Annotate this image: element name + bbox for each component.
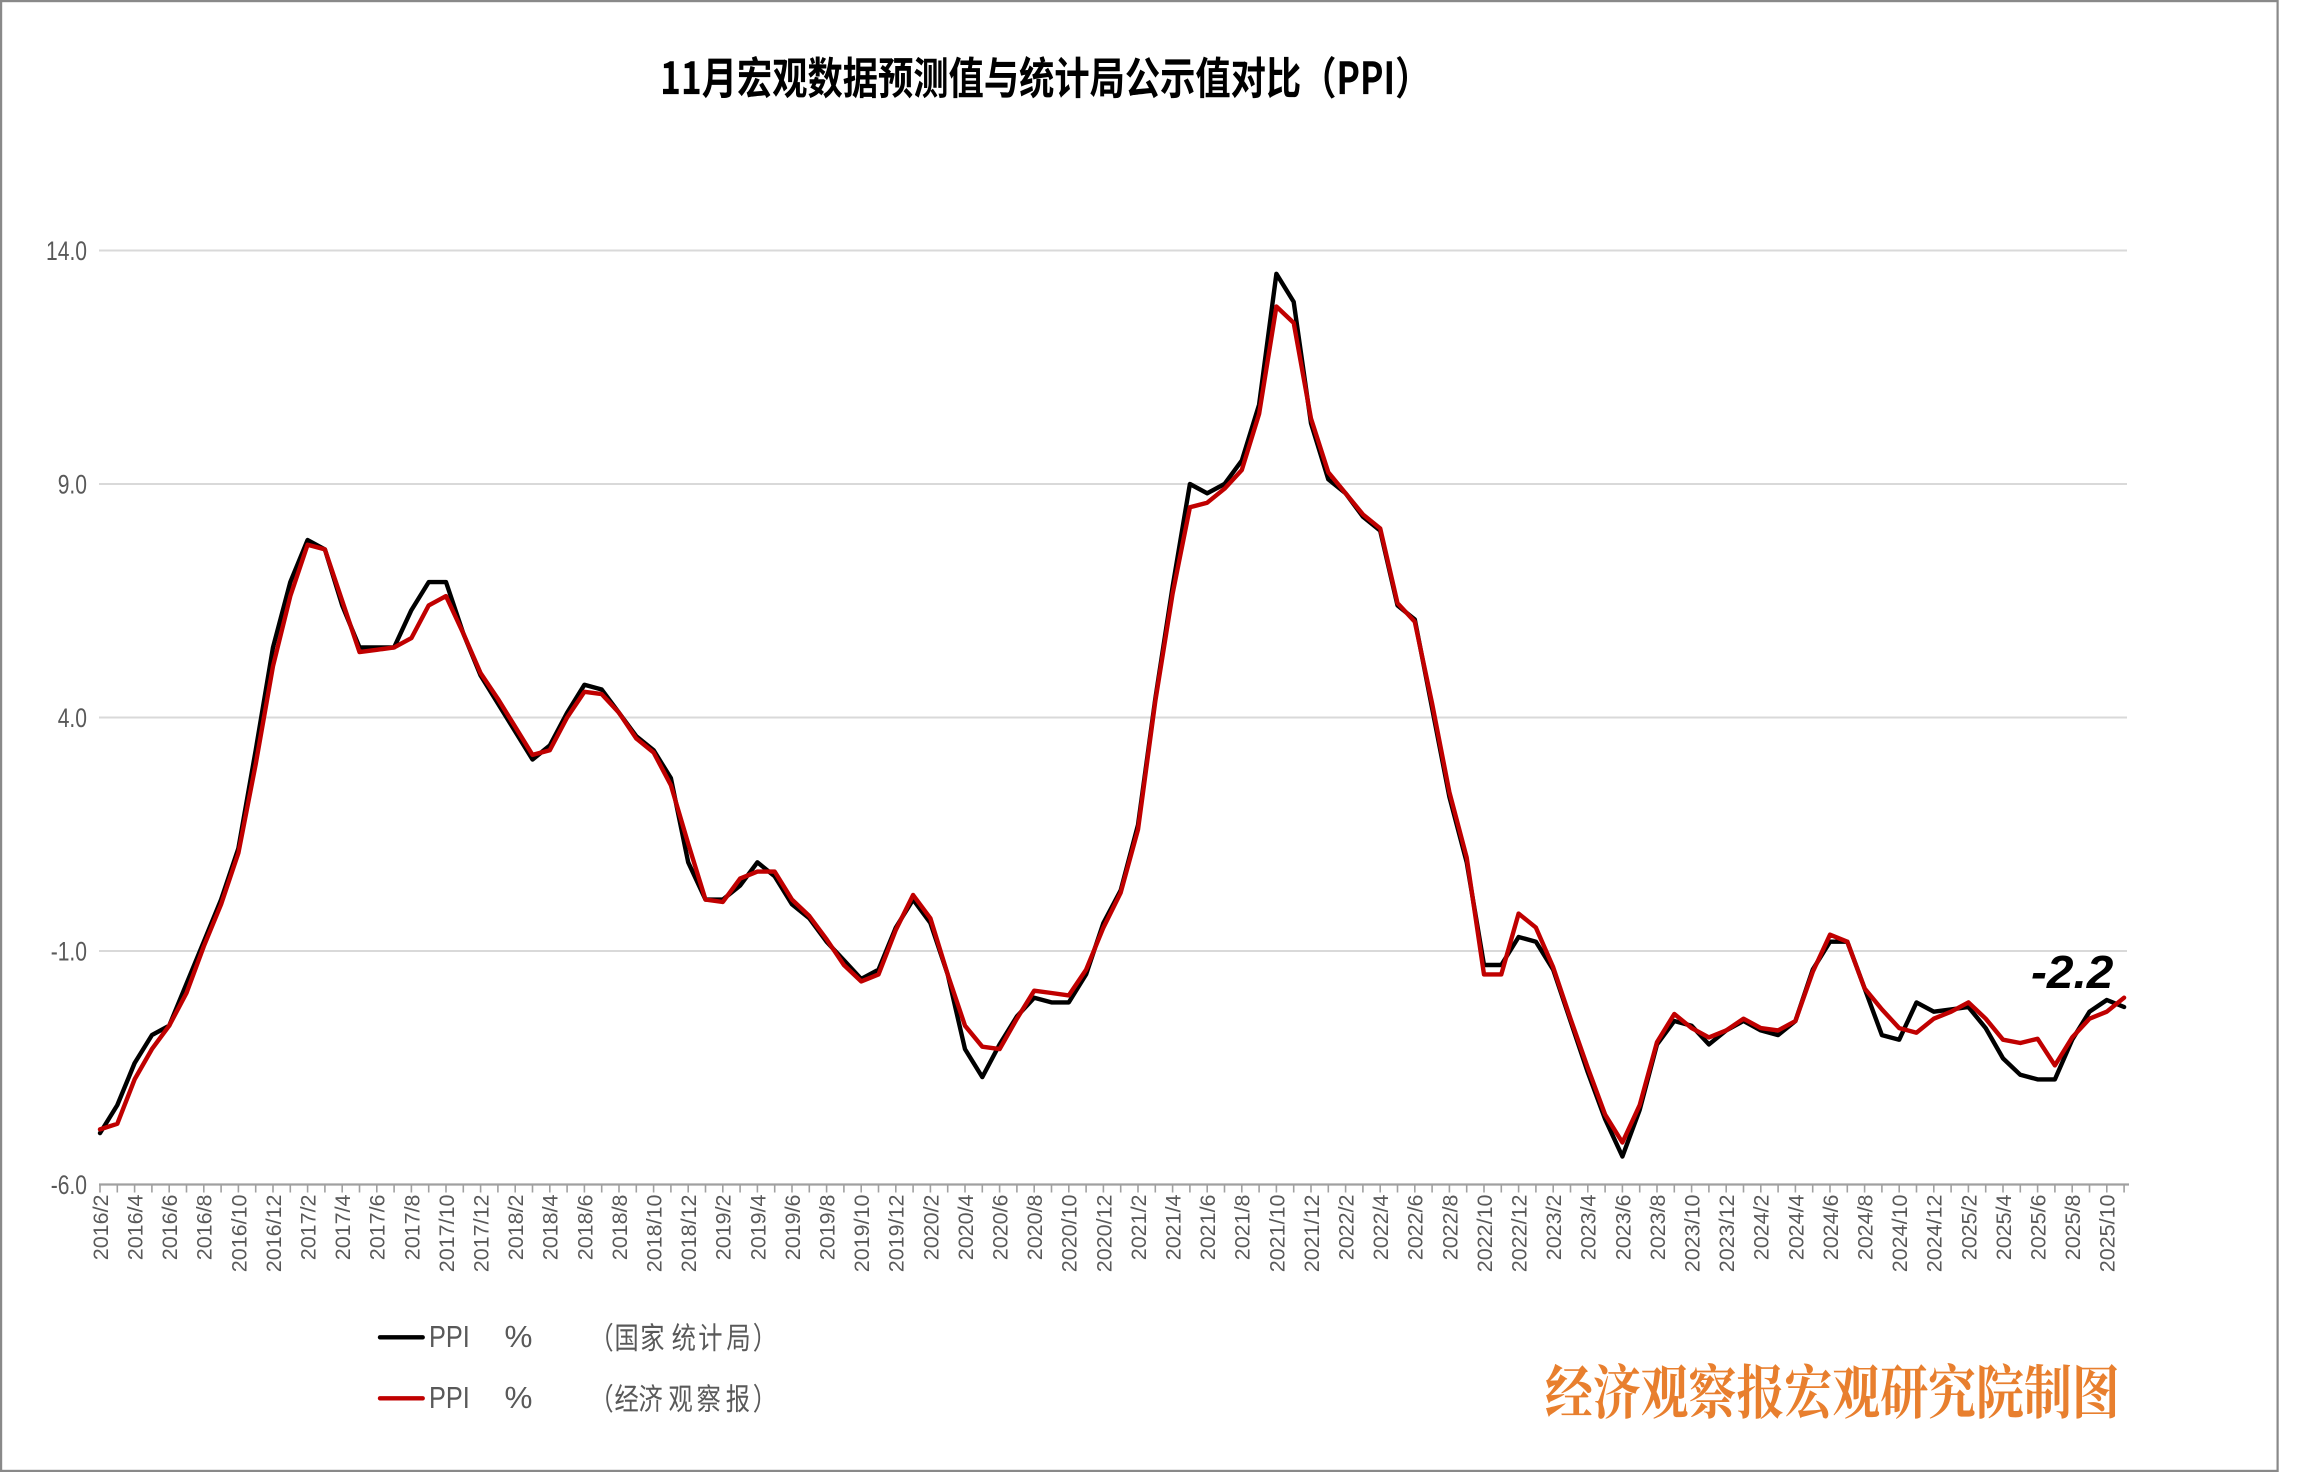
svg-text:2017/4: 2017/4 <box>331 1194 355 1260</box>
svg-text:2024/8: 2024/8 <box>1854 1194 1878 1260</box>
svg-text:2020/10: 2020/10 <box>1058 1194 1082 1272</box>
svg-text:2022/4: 2022/4 <box>1369 1194 1393 1260</box>
svg-text:2018/8: 2018/8 <box>608 1194 632 1260</box>
svg-text:%: % <box>505 1319 533 1353</box>
svg-text:-1.0: -1.0 <box>51 937 87 967</box>
svg-text:2018/12: 2018/12 <box>677 1195 701 1273</box>
svg-text:%: % <box>505 1380 533 1414</box>
svg-text:2017/6: 2017/6 <box>366 1194 390 1260</box>
svg-text:4.0: 4.0 <box>58 703 87 733</box>
svg-text:2022/8: 2022/8 <box>1438 1194 1462 1260</box>
svg-text:-6.0: -6.0 <box>51 1170 87 1200</box>
svg-text:2021/12: 2021/12 <box>1300 1195 1324 1273</box>
svg-text:2019/2: 2019/2 <box>712 1195 736 1261</box>
svg-text:2021/4: 2021/4 <box>1162 1194 1186 1260</box>
svg-text:PPI: PPI <box>429 1381 470 1415</box>
svg-text:2023/10: 2023/10 <box>1681 1194 1705 1272</box>
svg-text:2023/4: 2023/4 <box>1577 1194 1601 1260</box>
svg-text:2022/12: 2022/12 <box>1508 1195 1532 1273</box>
svg-text:2025/4: 2025/4 <box>1992 1194 2016 1260</box>
svg-text:2025/6: 2025/6 <box>2027 1194 2051 1260</box>
svg-text:14.0: 14.0 <box>46 236 87 266</box>
svg-text:2023/6: 2023/6 <box>1611 1194 1635 1260</box>
svg-text:2024/2: 2024/2 <box>1750 1195 1774 1261</box>
svg-text:2019/12: 2019/12 <box>885 1195 909 1273</box>
svg-text:2020/4: 2020/4 <box>954 1194 978 1260</box>
svg-text:2020/12: 2020/12 <box>1092 1195 1116 1273</box>
svg-text:2018/2: 2018/2 <box>504 1195 528 1261</box>
svg-text:2025/2: 2025/2 <box>1957 1195 1981 1261</box>
svg-text:2019/6: 2019/6 <box>781 1194 805 1260</box>
svg-text:2024/4: 2024/4 <box>1784 1194 1808 1260</box>
svg-text:2021/8: 2021/8 <box>1231 1194 1255 1260</box>
svg-text:2020/2: 2020/2 <box>919 1195 943 1261</box>
svg-text:2018/10: 2018/10 <box>643 1194 667 1272</box>
svg-text:2024/12: 2024/12 <box>1923 1195 1947 1273</box>
svg-text:PPI: PPI <box>429 1320 470 1354</box>
svg-text:2021/10: 2021/10 <box>1265 1194 1289 1272</box>
svg-text:2024/6: 2024/6 <box>1819 1194 1843 1260</box>
svg-text:2016/2: 2016/2 <box>89 1195 113 1261</box>
svg-text:2019/4: 2019/4 <box>746 1194 770 1260</box>
svg-text:2016/12: 2016/12 <box>262 1195 286 1273</box>
svg-text:2016/6: 2016/6 <box>158 1194 182 1260</box>
svg-text:2016/8: 2016/8 <box>193 1194 217 1260</box>
svg-text:-2.2: -2.2 <box>2031 947 2113 998</box>
svg-text:2017/12: 2017/12 <box>470 1195 494 1273</box>
svg-text:2018/4: 2018/4 <box>539 1194 563 1260</box>
svg-text:2023/2: 2023/2 <box>1542 1195 1566 1261</box>
svg-text:2023/8: 2023/8 <box>1646 1194 1670 1260</box>
svg-text:2018/6: 2018/6 <box>573 1194 597 1260</box>
svg-text:2016/4: 2016/4 <box>124 1194 148 1260</box>
svg-text:2022/6: 2022/6 <box>1404 1194 1428 1260</box>
svg-text:2022/10: 2022/10 <box>1473 1194 1497 1272</box>
svg-text:2024/10: 2024/10 <box>1888 1194 1912 1272</box>
svg-text:2017/8: 2017/8 <box>400 1194 424 1260</box>
svg-text:2025/8: 2025/8 <box>2061 1194 2085 1260</box>
svg-text:2023/12: 2023/12 <box>1715 1195 1739 1273</box>
svg-text:2019/8: 2019/8 <box>816 1194 840 1260</box>
svg-text:9.0: 9.0 <box>58 470 87 500</box>
svg-text:2025/10: 2025/10 <box>2096 1194 2120 1272</box>
svg-text:2021/2: 2021/2 <box>1127 1195 1151 1261</box>
svg-text:2022/2: 2022/2 <box>1335 1195 1359 1261</box>
svg-text:2020/6: 2020/6 <box>989 1194 1013 1260</box>
svg-text:2020/8: 2020/8 <box>1023 1194 1047 1260</box>
svg-text:2017/10: 2017/10 <box>435 1194 459 1272</box>
svg-text:2021/6: 2021/6 <box>1196 1194 1220 1260</box>
svg-text:2017/2: 2017/2 <box>297 1195 321 1261</box>
svg-text:2019/10: 2019/10 <box>850 1194 874 1272</box>
svg-text:2016/10: 2016/10 <box>227 1194 251 1272</box>
